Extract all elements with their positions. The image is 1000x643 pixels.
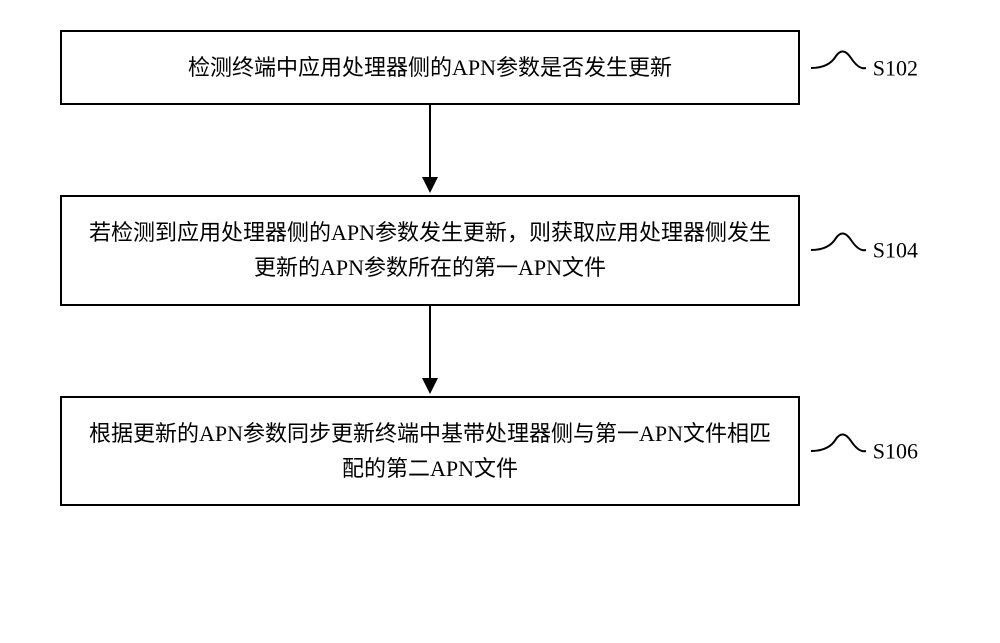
- step-box-s106: 根据更新的APN参数同步更新终端中基带处理器侧与第一APN文件相匹配的第二APN…: [60, 396, 800, 506]
- step-text: 若检测到应用处理器侧的APN参数发生更新，则获取应用处理器侧发生更新的APN参数…: [89, 220, 771, 280]
- step-box-s102: 检测终端中应用处理器侧的APN参数是否发生更新 S102: [60, 30, 800, 105]
- step-label: S104: [873, 233, 918, 268]
- arrow-down-icon: [60, 306, 800, 396]
- step-box-s104: 若检测到应用处理器侧的APN参数发生更新，则获取应用处理器侧发生更新的APN参数…: [60, 195, 800, 305]
- step-label: S106: [873, 433, 918, 468]
- connector-curve-icon: [811, 431, 866, 471]
- flowchart-container: 检测终端中应用处理器侧的APN参数是否发生更新 S102 若检测到应用处理器侧的…: [60, 30, 940, 506]
- arrow-down-icon: [60, 105, 800, 195]
- connector-curve-icon: [811, 230, 866, 270]
- step-label: S102: [873, 50, 918, 85]
- step-text: 检测终端中应用处理器侧的APN参数是否发生更新: [188, 55, 672, 80]
- step-text: 根据更新的APN参数同步更新终端中基带处理器侧与第一APN文件相匹配的第二APN…: [89, 421, 771, 481]
- connector-curve-icon: [811, 48, 866, 88]
